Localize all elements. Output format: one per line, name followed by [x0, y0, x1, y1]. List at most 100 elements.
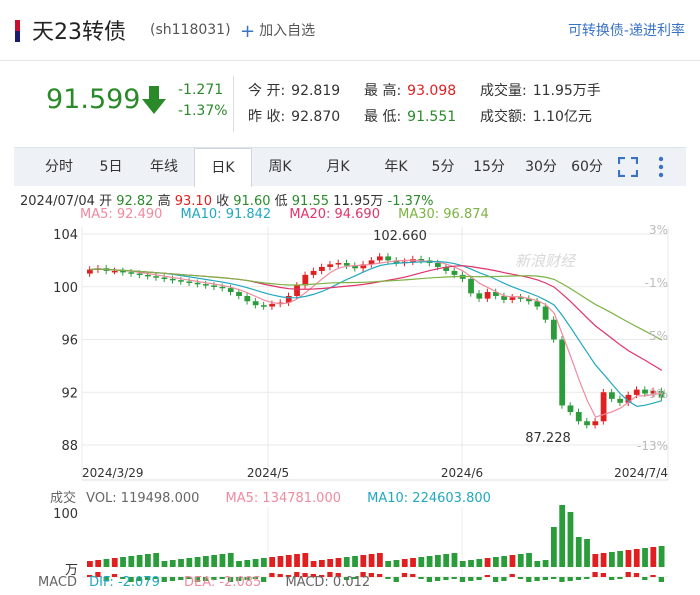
candle-body [493, 292, 499, 296]
tab-daily-k[interactable]: 日K [194, 148, 252, 187]
volume-bars [87, 505, 665, 567]
y-axis-label: 92 [61, 386, 78, 401]
kline-chart[interactable]: 104 100 96 92 88 3% -1% 5% -9% -13% 2024/3/29 2024/… [0, 222, 700, 595]
bond-type-link[interactable]: 可转换债-递进利率 [567, 23, 685, 39]
amount-field: 成交额: 1.10亿元 [480, 106, 592, 126]
macd-bar [343, 577, 350, 580]
volume-bar [277, 556, 284, 567]
macd-bar [169, 577, 176, 581]
candle-body [128, 272, 135, 274]
change-value: -1.271 [178, 82, 224, 98]
volume-bar [551, 527, 557, 567]
candle-body [203, 284, 209, 286]
macd-dif: DIF: -2.079 [89, 575, 160, 590]
more-options-icon[interactable] [658, 156, 664, 178]
info-high: 93.10 [174, 194, 212, 209]
candle-body [343, 263, 350, 266]
candle-body [650, 390, 657, 394]
info-low-label: 低 [274, 194, 288, 209]
candle-body [592, 421, 599, 426]
macd-bar [285, 575, 292, 577]
tab-5min[interactable]: 5分 [431, 159, 455, 175]
macd-bar [319, 575, 325, 577]
volume-bar [194, 557, 201, 567]
candle-body [269, 303, 276, 307]
macd-bar [244, 577, 250, 580]
volume-value: 11.95万手 [532, 83, 601, 99]
brand-bar [15, 20, 20, 42]
tab-weekly-k[interactable]: 周K [268, 159, 292, 175]
volume-bar [95, 560, 102, 567]
macd-bar [609, 577, 615, 580]
tab-15min[interactable]: 15分 [473, 159, 505, 175]
macd-bar [559, 577, 565, 582]
watermark: 新浪财经 [515, 252, 577, 270]
volume-vol: VOL: 119498.000 [86, 491, 200, 506]
prev-close-value: 92.870 [291, 109, 341, 125]
candle-body [658, 390, 665, 398]
macd-bar [443, 577, 449, 580]
candle-body [178, 280, 184, 282]
ma5-line [90, 259, 662, 418]
macd-bar [277, 574, 283, 577]
volume-bar [575, 537, 582, 567]
macd-bar [385, 577, 391, 579]
y-axis-right-label: -9% [645, 387, 668, 401]
candle-body [600, 392, 607, 422]
volume-bar [120, 557, 126, 567]
volume-bar [261, 558, 267, 567]
ma30-line [90, 268, 663, 341]
volume-bar [385, 561, 392, 567]
candles [87, 253, 665, 429]
macd-title: MACD [38, 575, 77, 590]
macd-dea: DEA: -2.085 [183, 575, 262, 590]
macd-bars [87, 572, 664, 582]
macd-bar [219, 577, 225, 579]
macd-bar [468, 577, 474, 581]
quote-separator [233, 76, 234, 132]
candle-body [526, 298, 532, 302]
macd-bar [459, 577, 466, 582]
tab-60min[interactable]: 60分 [571, 159, 603, 175]
y-axis-label: 104 [53, 228, 78, 243]
volume-bar [302, 553, 309, 567]
tab-intraday[interactable]: 分时 [45, 159, 73, 175]
volume-ma10: MA10: 224603.800 [367, 491, 491, 506]
fullscreen-icon[interactable] [618, 157, 638, 177]
candle-body [633, 389, 640, 395]
info-pct: -1.37% [387, 194, 434, 209]
tab-monthly-k[interactable]: 月K [326, 159, 350, 175]
tab-year-line[interactable]: 年线 [150, 159, 178, 175]
y-axis-label: 96 [61, 334, 78, 349]
candle-body [145, 274, 151, 277]
candle-body [261, 305, 267, 307]
volume-unit-label: 万 [65, 563, 78, 578]
max-price-label: 102.660 [373, 229, 427, 244]
macd-bar [227, 577, 234, 582]
candle-body [319, 266, 325, 271]
volume-bar [600, 553, 607, 567]
macd-bar [435, 577, 441, 581]
macd-bar [252, 577, 258, 579]
macd-bar [153, 577, 159, 579]
candle-body [285, 295, 292, 303]
macd-bar [294, 572, 300, 577]
macd-bar [642, 577, 648, 580]
macd-legend: MACD DIF: -2.079 DEA: -2.085 MACD: 0.012 [38, 575, 390, 590]
volume-bar [443, 554, 450, 567]
low-field: 最 低: 91.551 [364, 106, 456, 126]
candle-body [120, 270, 126, 273]
candle-body [352, 265, 358, 269]
candle-body [501, 295, 508, 300]
tab-yearly-k[interactable]: 年K [384, 159, 408, 175]
tab-30min[interactable]: 30分 [525, 159, 557, 175]
macd-bar [650, 575, 656, 577]
volume-bar [319, 560, 325, 567]
add-to-watchlist-button[interactable]: + 加入自选 [240, 20, 315, 42]
volume-bar [526, 553, 532, 567]
axis-labels: 104 100 96 92 88 3% -1% 5% -9% -13% 2024/3/29 2024/… [53, 223, 668, 578]
tab-5day[interactable]: 5日 [99, 159, 123, 175]
high-field: 最 高: 93.098 [364, 80, 456, 100]
volume-bar [211, 555, 218, 567]
candle-info-line: 2024/07/04 开 92.82 高 93.10 收 91.60 低 91.… [20, 190, 434, 209]
